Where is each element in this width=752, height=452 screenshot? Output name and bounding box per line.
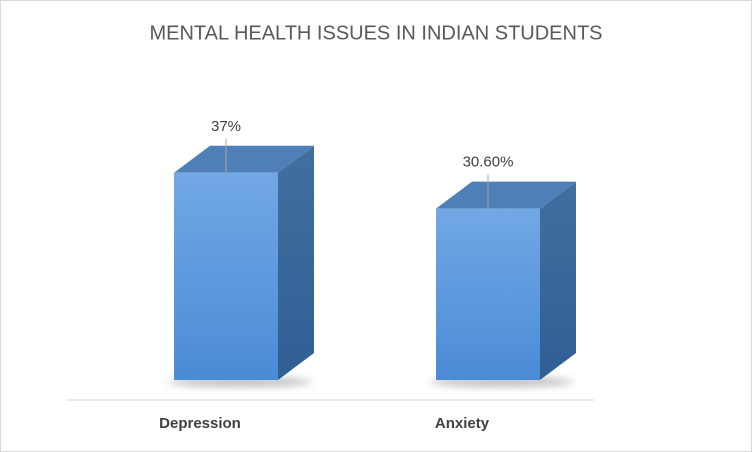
bar bbox=[436, 208, 540, 380]
bar-side bbox=[278, 145, 314, 380]
x-tick-label: Depression bbox=[159, 415, 241, 432]
bar bbox=[174, 172, 278, 380]
data-label: 37% bbox=[211, 118, 241, 135]
chart-title: MENTAL HEALTH ISSUES IN INDIAN STUDENTS bbox=[149, 22, 602, 44]
bar-side bbox=[540, 181, 576, 380]
x-tick-label: Anxiety bbox=[435, 415, 490, 432]
data-label: 30.60% bbox=[463, 154, 514, 171]
bar-top bbox=[174, 145, 314, 173]
bar-top bbox=[436, 181, 576, 209]
